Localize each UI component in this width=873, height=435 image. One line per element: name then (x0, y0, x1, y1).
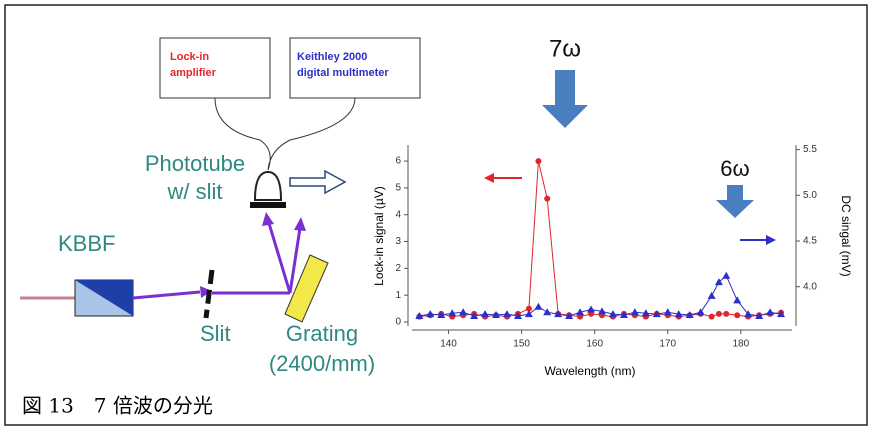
marker (734, 312, 740, 318)
y-tick-label: 0 (395, 317, 401, 328)
y-tick-label: 6 (395, 156, 401, 167)
marker (723, 311, 729, 317)
x-tick-label: 140 (440, 339, 457, 350)
marker (716, 311, 722, 317)
multimeter-label: Keithley 2000 (297, 51, 367, 63)
crystal-label: KBBF (58, 231, 115, 256)
marker (535, 158, 541, 164)
phototube-label: Phototube (145, 151, 245, 176)
caption: 図 13 7 倍波の分光 (22, 394, 213, 418)
lockin-label: Lock-in (170, 51, 209, 63)
phototube-slit (250, 202, 286, 208)
y-tick-label: 2 (395, 263, 401, 274)
phototube-label: w/ slit (167, 179, 223, 204)
y2-tick-label: 5.5 (803, 144, 817, 155)
x-tick-label: 150 (513, 339, 530, 350)
y-axis-label: Lock-in signal (µV) (372, 186, 386, 286)
multimeter-label: digital multimeter (297, 67, 389, 79)
y2-tick-label: 4.5 (803, 236, 817, 247)
x-axis-label: Wavelength (nm) (545, 364, 636, 378)
marker (709, 314, 715, 320)
y2-tick-label: 4.0 (803, 281, 817, 292)
y-tick-label: 5 (395, 183, 401, 194)
marker (544, 196, 550, 202)
lockin-label: amplifier (170, 67, 217, 79)
figure: Lock-in amplifier Keithley 2000 digital … (0, 0, 873, 430)
y-tick-label: 4 (395, 209, 401, 220)
harmonic-label: 7ω (549, 35, 581, 62)
x-tick-label: 180 (733, 339, 750, 350)
harmonic-label: 6ω (720, 156, 749, 181)
x-tick-label: 160 (586, 339, 603, 350)
grating-label: Grating (286, 321, 358, 346)
phototube (255, 172, 281, 200)
y2-axis-label: DC singal (mV) (839, 195, 853, 276)
y-tick-label: 1 (395, 290, 401, 301)
grating-label: (2400/mm) (269, 351, 375, 376)
y2-tick-label: 5.0 (803, 190, 817, 201)
y-tick-label: 3 (395, 236, 401, 247)
x-tick-label: 170 (659, 339, 676, 350)
slit-label: Slit (200, 321, 231, 346)
